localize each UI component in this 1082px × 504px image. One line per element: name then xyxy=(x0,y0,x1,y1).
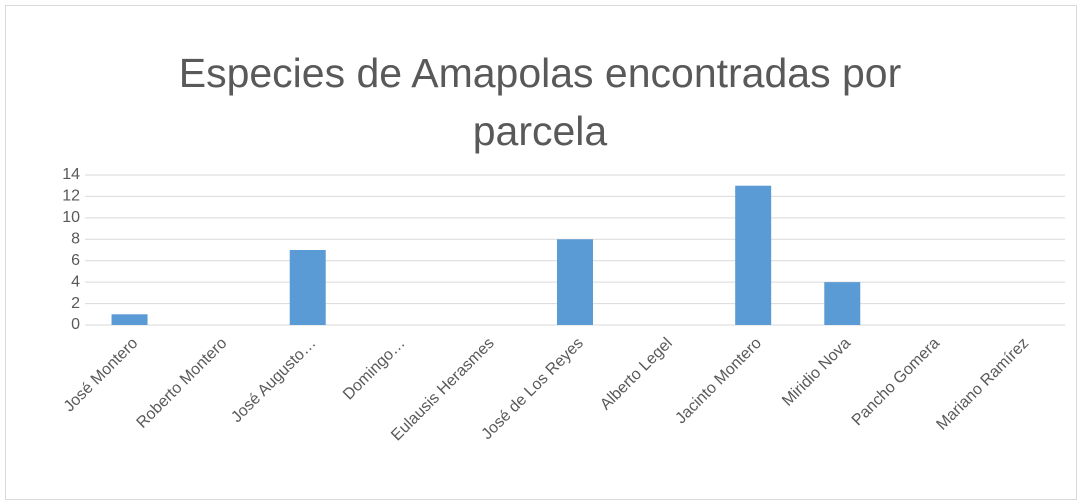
bar xyxy=(557,239,593,325)
bar xyxy=(111,314,148,325)
bar xyxy=(289,250,326,325)
y-tick-label: 0 xyxy=(71,316,80,333)
y-tick-label: 10 xyxy=(62,209,80,226)
chart-title: Especies de Amapolas encontradas por par… xyxy=(178,50,902,154)
y-tick-label: 4 xyxy=(71,273,80,290)
bar xyxy=(735,185,772,325)
y-tick-label: 14 xyxy=(62,166,80,183)
y-tick-label: 2 xyxy=(71,295,80,312)
y-tick-label: 6 xyxy=(71,252,80,269)
bar xyxy=(824,282,861,325)
chart-frame xyxy=(5,5,1077,500)
y-tick-label: 8 xyxy=(71,231,80,248)
y-tick-label: 12 xyxy=(62,188,80,205)
